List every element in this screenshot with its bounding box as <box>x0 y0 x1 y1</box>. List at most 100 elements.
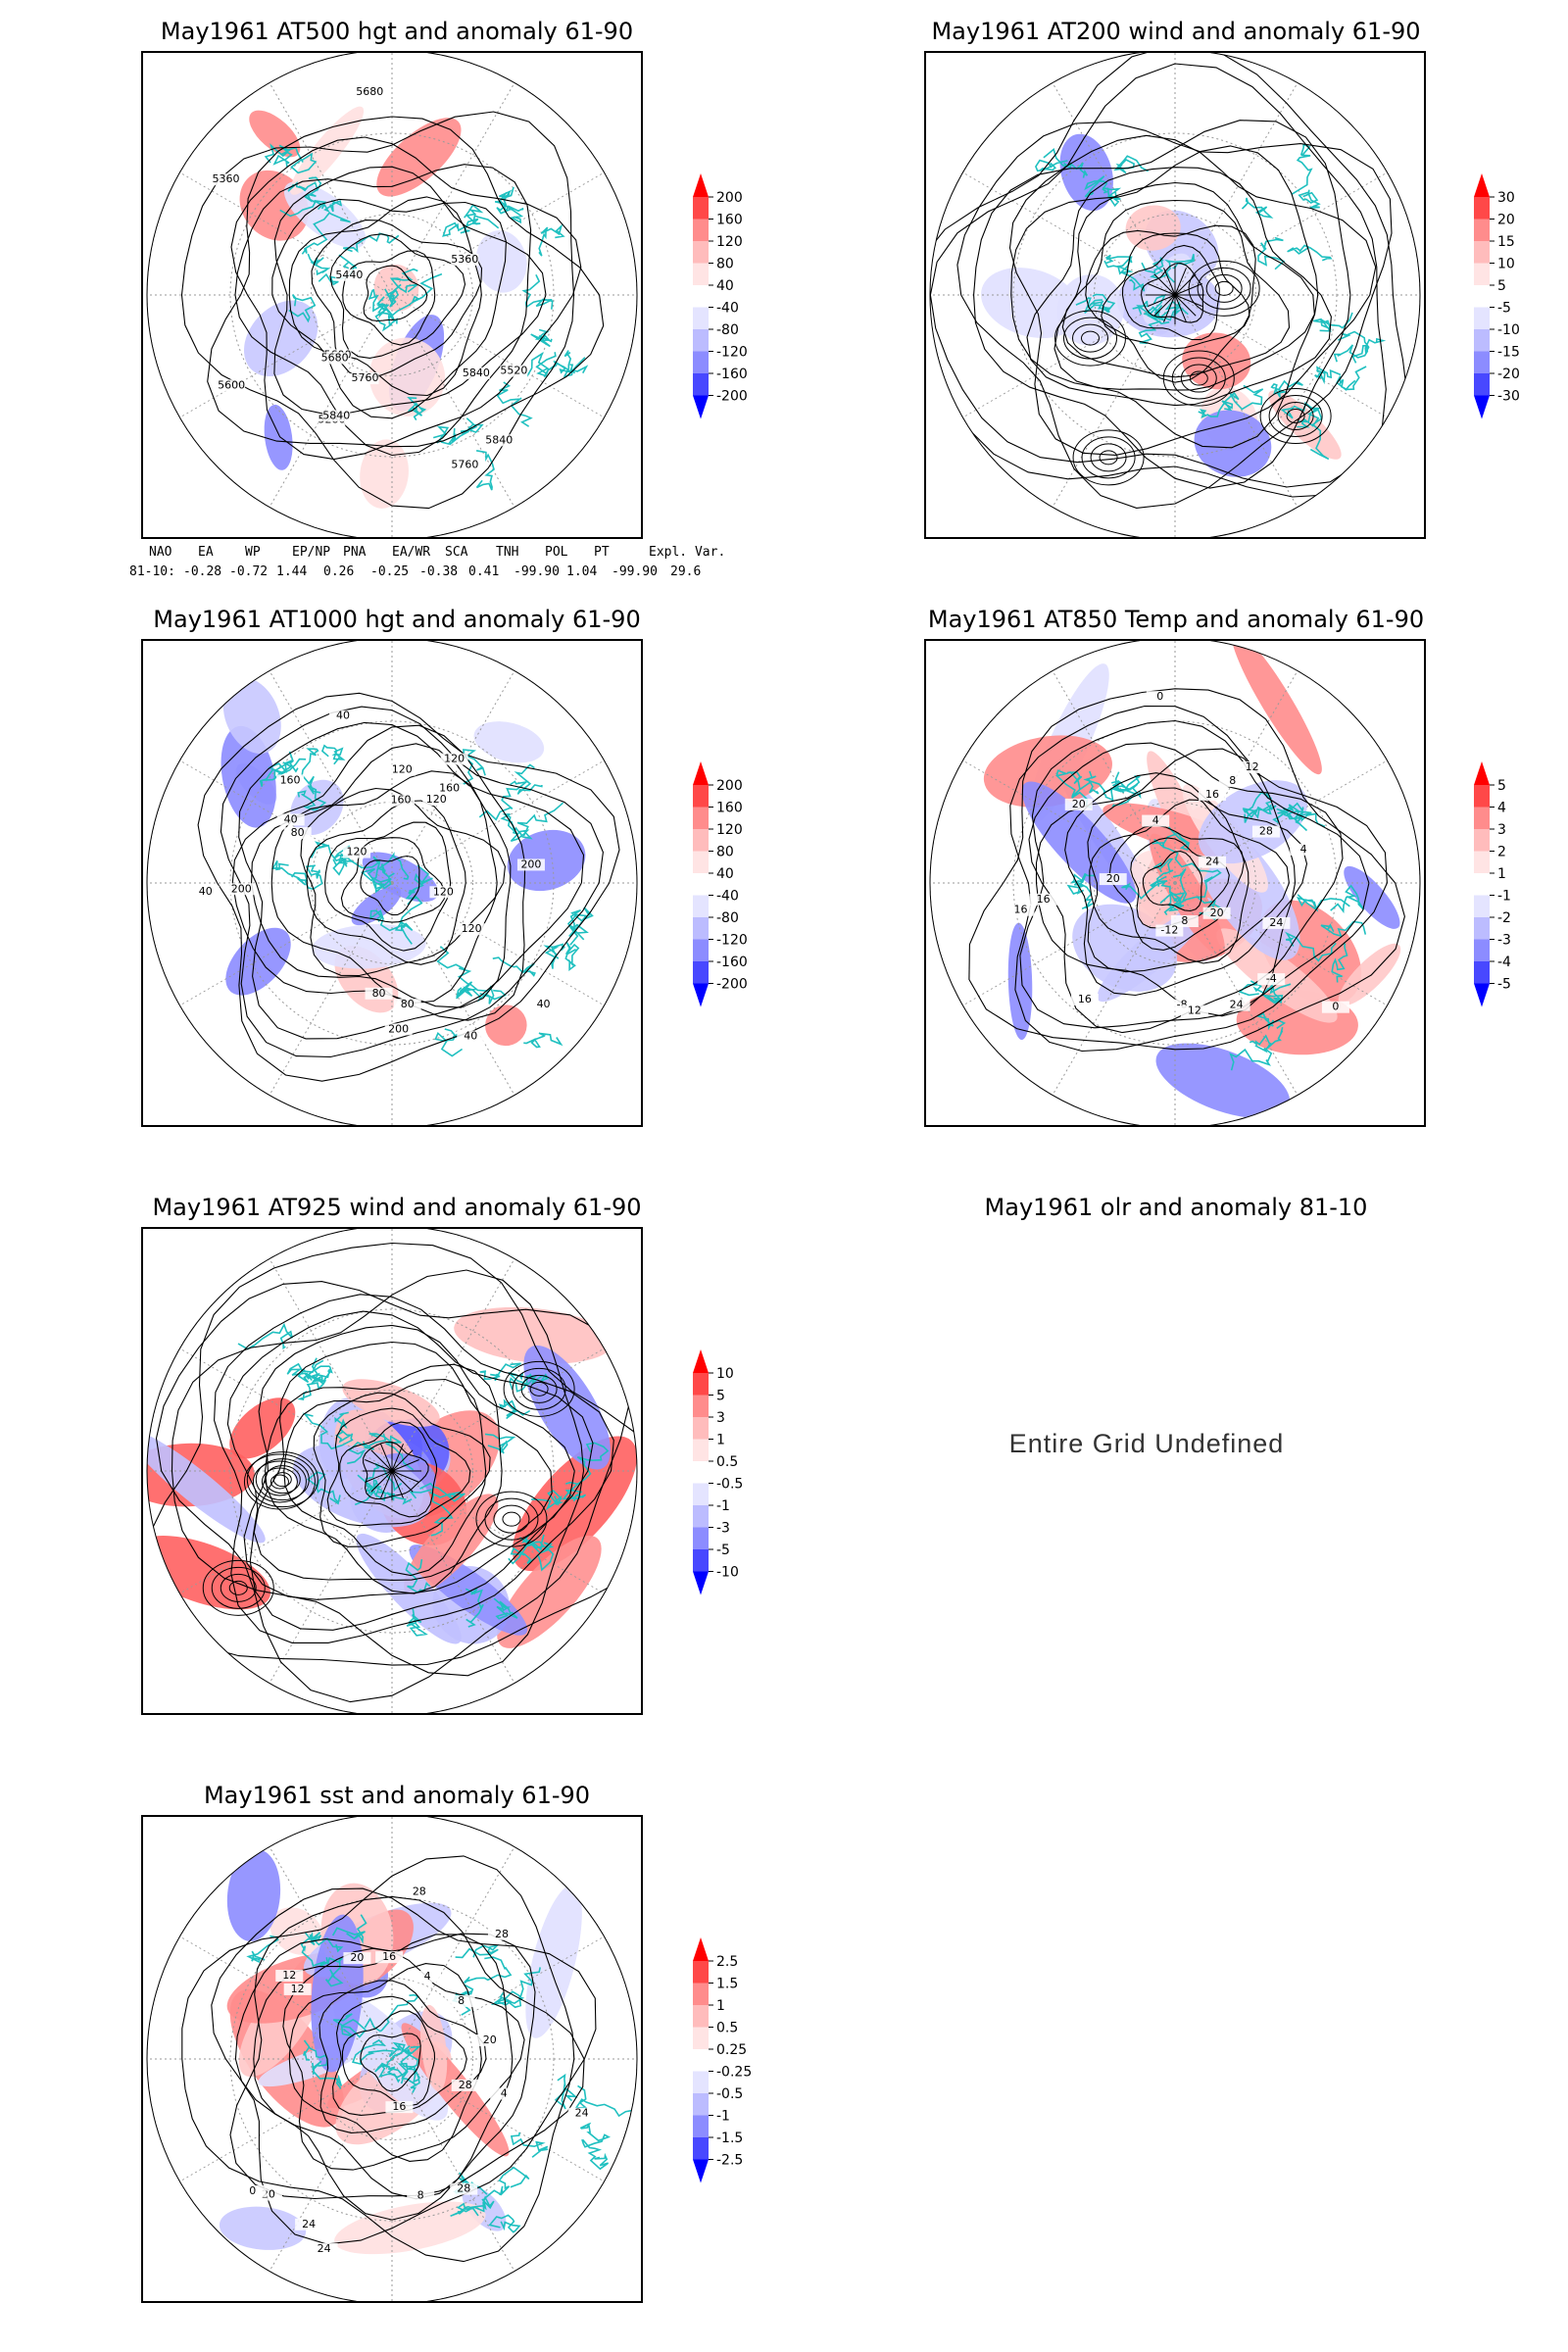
index-header: PNA <box>343 545 367 560</box>
anomaly-shade <box>981 268 1081 339</box>
index-value: 0.26 <box>323 564 355 579</box>
coastline <box>246 1914 368 1987</box>
colorbar-tick-label: -2 <box>1497 910 1511 926</box>
index-header: EP/NP <box>292 545 331 560</box>
colorbar-segment <box>693 1505 709 1528</box>
index-value: -99.90 <box>514 564 560 579</box>
colorbar-tick-label: 0.5 <box>716 2021 738 2036</box>
contour-line <box>324 821 452 952</box>
colorbar-tick-label: 200 <box>716 190 743 206</box>
streamline <box>171 1269 585 1677</box>
coastline <box>1198 379 1330 461</box>
contour-label: 40 <box>336 710 350 722</box>
colorbar-tick-label: -1 <box>1497 889 1511 905</box>
anomaly-shade <box>1231 641 1322 775</box>
coastline <box>264 143 343 218</box>
contour-label: 0 <box>249 2184 256 2197</box>
contour-label: 5520 <box>500 365 527 377</box>
colorbar-segment <box>693 351 709 373</box>
streamline <box>1061 199 1291 378</box>
streamline-vortex <box>475 1491 548 1547</box>
colorbar-tick-label: -30 <box>1497 389 1520 405</box>
meridian-line <box>269 1258 393 1472</box>
anomaly-shade <box>243 300 318 377</box>
anomaly-shade <box>147 1536 271 1610</box>
contour-label: 12 <box>1246 760 1259 773</box>
map-content <box>930 53 1420 537</box>
contour-label: 160 <box>391 794 412 807</box>
colorbar-tick-label: -5 <box>1497 301 1511 317</box>
colorbar-segment <box>693 939 709 961</box>
colorbar-at1000: 200 160 120 80 40 -40 -80 -120 -160 -200 <box>686 760 774 1034</box>
contour-label: 160 <box>439 781 460 794</box>
colorbar-arrow-bottom <box>693 1571 709 1595</box>
contour-label: 20 <box>483 2034 497 2046</box>
contour-label: 5680 <box>321 351 349 364</box>
streamline-vortex <box>1180 364 1217 393</box>
map-svg: 16 12 8 4 0 24 20 16 -4 -8 -12 0 4 8 12 16 20 24 28 20 24 16 <box>929 641 1421 1125</box>
streamline-vortex <box>493 1504 530 1534</box>
contour-label: -12 <box>1160 924 1178 937</box>
colorbar-tick-label: 2.5 <box>716 1954 738 1970</box>
colorbar-segment <box>693 1417 709 1440</box>
convergence-line <box>391 1470 414 1493</box>
colorbar-tick-label: 5 <box>716 1389 725 1404</box>
streamline-vortex <box>1054 310 1127 367</box>
contour-label: 28 <box>1259 825 1273 838</box>
index-value: 29.6 <box>670 564 702 579</box>
colorbar-tick-label: -120 <box>716 933 748 949</box>
contour-line <box>231 724 526 1021</box>
streamline <box>313 1392 491 1547</box>
colorbar-segment <box>693 873 709 896</box>
coastline <box>237 1322 333 1401</box>
contour-label: 120 <box>392 763 413 776</box>
convergence-line <box>380 1470 393 1498</box>
anomaly-shade <box>360 439 409 509</box>
convergence-line <box>391 1449 414 1472</box>
colorbar-segment <box>1474 197 1490 220</box>
colorbar-segment <box>1474 895 1490 917</box>
contour-line <box>234 164 532 457</box>
convergence-line <box>365 1470 393 1483</box>
coastline <box>1241 143 1333 270</box>
colorbar-segment <box>693 285 709 308</box>
coastline <box>1075 254 1195 314</box>
coastline <box>259 744 346 811</box>
streamline-vortex <box>1081 330 1101 346</box>
coastline <box>479 1362 550 1454</box>
meridian-line <box>179 1470 393 1594</box>
contour-label: 28 <box>459 2079 472 2091</box>
anomaly-shade <box>356 1533 462 1644</box>
convergence-line <box>1163 294 1176 322</box>
colorbar-segment <box>693 219 709 241</box>
coastline <box>458 749 564 843</box>
colorbar-segment <box>1474 351 1490 373</box>
streamline-vortex <box>1189 370 1208 386</box>
latitude-circle <box>311 1390 473 1552</box>
contour-label: 12 <box>1188 1004 1201 1017</box>
colorbar-tick-label: 5 <box>1497 778 1506 794</box>
streamline <box>1010 145 1319 449</box>
anomaly-shade <box>293 1444 431 1528</box>
colorbar-segment <box>693 2071 709 2093</box>
coastline <box>1285 884 1367 983</box>
index-header: TNH <box>496 545 519 560</box>
coastline <box>521 273 589 378</box>
map-svg: 1202001602001208040401201601202001601208… <box>146 641 638 1125</box>
contour-line <box>230 136 582 461</box>
index-value: -0.28 <box>183 564 222 579</box>
anomaly-shade <box>1021 781 1137 904</box>
contour-label: 4 <box>1300 843 1307 856</box>
colorbar-segment <box>1474 219 1490 241</box>
meridian-line <box>391 760 605 884</box>
index-value: 1.44 <box>276 564 308 579</box>
streamline <box>973 120 1351 489</box>
anomaly-shade <box>454 1306 613 1364</box>
map-content <box>147 1229 637 1713</box>
colorbar-segment <box>693 2093 709 2116</box>
streamline <box>253 1341 553 1581</box>
streamline <box>1054 181 1315 391</box>
streamline-vortex <box>211 1566 266 1609</box>
convergence-line <box>1174 294 1197 317</box>
teleconnection-index-table: NAO EA WP EP/NP PNA EA/WR SCA TNH POL PT Expl. Var… <box>129 545 737 584</box>
